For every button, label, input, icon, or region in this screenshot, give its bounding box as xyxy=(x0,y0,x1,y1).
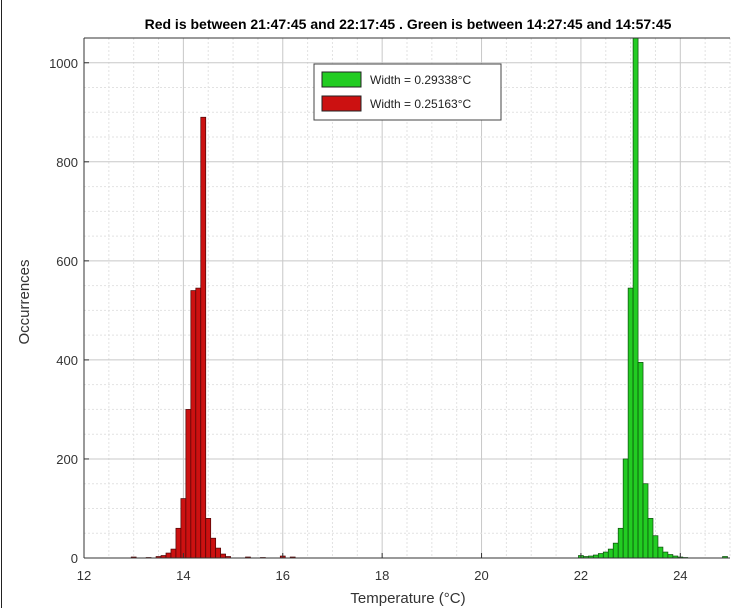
chart-title: Red is between 21:47:45 and 22:17:45 . G… xyxy=(145,16,672,32)
histogram-bar-green xyxy=(622,458,629,559)
figure-border xyxy=(1,0,2,608)
y-tick-label: 1000 xyxy=(49,56,78,71)
x-tick-label: 18 xyxy=(375,568,389,583)
histogram-bar-green xyxy=(657,546,664,559)
histogram-bar-red xyxy=(175,527,182,559)
y-tick-label: 400 xyxy=(56,353,78,368)
x-tick-label: 24 xyxy=(673,568,687,583)
y-tick-label: 0 xyxy=(71,551,78,566)
histogram-bar-red xyxy=(180,498,187,559)
histogram-bar-red xyxy=(220,553,226,559)
histogram-bar-red xyxy=(215,547,222,559)
histogram-bar-green xyxy=(612,542,619,559)
histogram-bar-green xyxy=(662,551,669,559)
histogram-bar-green xyxy=(627,287,634,559)
y-axis-label: Occurrences xyxy=(16,259,33,344)
histogram-bar-green xyxy=(632,37,639,559)
legend-label-red: Width = 0.25163°C xyxy=(370,97,472,111)
y-tick-label: 800 xyxy=(56,155,78,170)
x-axis-label: Temperature (°C) xyxy=(350,590,465,607)
histogram-bar-red xyxy=(195,287,202,559)
histogram-bar-red xyxy=(185,409,192,559)
y-tick-label: 200 xyxy=(56,452,78,467)
histogram-bar-green xyxy=(647,518,654,559)
histogram-bar-red xyxy=(170,548,177,559)
x-tick-label: 16 xyxy=(276,568,290,583)
histogram-bar-green xyxy=(637,362,644,559)
legend-swatch-green xyxy=(321,71,362,88)
histogram-bar-red xyxy=(205,518,212,559)
histogram-bar-green xyxy=(652,535,659,559)
x-tick-label: 22 xyxy=(574,568,588,583)
x-tick-label: 12 xyxy=(77,568,91,583)
histogram-bar-red xyxy=(190,290,197,559)
legend: Width = 0.29338°C Width = 0.25163°C xyxy=(313,63,502,121)
histogram-bar-green xyxy=(607,548,614,559)
histogram-bar-green xyxy=(602,551,609,559)
histogram-bar-red xyxy=(165,552,172,559)
axes xyxy=(83,37,730,559)
histogram-bars xyxy=(130,37,728,559)
histogram-bar-red xyxy=(200,116,207,559)
histogram-bar-green xyxy=(667,554,674,559)
histogram-bar-green xyxy=(642,483,649,559)
y-tick-label: 600 xyxy=(56,254,78,269)
legend-label-green: Width = 0.29338°C xyxy=(370,73,472,87)
tick-labels: 12 14 16 18 20 22 24 0 200 400 600 800 1000 xyxy=(49,56,687,583)
histogram-bar-green xyxy=(597,553,604,559)
legend-swatch-red xyxy=(321,95,362,112)
x-tick-label: 14 xyxy=(176,568,190,583)
histogram-bar-red xyxy=(210,537,217,559)
histogram-bar-green xyxy=(617,527,624,559)
x-tick-label: 20 xyxy=(474,568,488,583)
